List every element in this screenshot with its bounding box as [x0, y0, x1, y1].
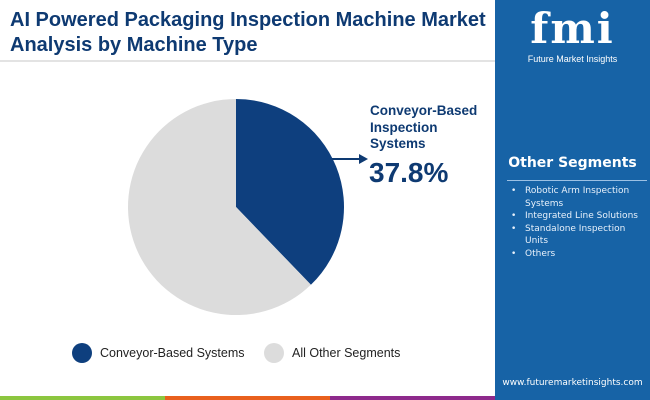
- stripe-green: [0, 396, 165, 400]
- legend-swatch: [72, 343, 92, 363]
- legend-label: All Other Segments: [292, 346, 401, 360]
- logo-mark: fmi: [530, 4, 615, 53]
- sidebar: fmi Future Market Insights Other Segment…: [495, 0, 650, 396]
- other-segments-title: Other Segments: [508, 155, 637, 171]
- divider: [507, 180, 647, 181]
- callout-label: Conveyor-Based Inspection Systems: [370, 103, 478, 151]
- fmi-logo: fmi Future Market Insights: [495, 4, 650, 74]
- pie-slice-1: [128, 99, 311, 315]
- other-segments-list: Robotic Arm Inspection Systems Integrate…: [511, 185, 646, 260]
- legend-swatch: [264, 343, 284, 363]
- list-item: Others: [511, 248, 646, 261]
- callout-arrow-icon: [359, 154, 368, 164]
- website-url[interactable]: www.futuremarketinsights.com: [502, 378, 643, 388]
- stripe-purple: [330, 396, 495, 400]
- list-item: Robotic Arm Inspection Systems: [511, 185, 646, 210]
- stripe-orange: [165, 396, 330, 400]
- pie-slice-0: [236, 99, 345, 285]
- pie-chart: [128, 99, 368, 315]
- list-item: Integrated Line Solutions: [511, 210, 646, 223]
- stripe-blue: [495, 396, 650, 400]
- page-title: AI Powered Packaging Inspection Machine …: [10, 9, 486, 56]
- legend-item-conveyor: Conveyor-Based Systems: [72, 343, 245, 363]
- legend-item-other: All Other Segments: [264, 343, 400, 363]
- list-item: Standalone Inspection Units: [511, 223, 646, 248]
- callout-value: 37.8%: [369, 157, 449, 188]
- logo-subtitle: Future Market Insights: [527, 54, 618, 64]
- legend-label: Conveyor-Based Systems: [100, 346, 245, 360]
- divider: [0, 60, 495, 62]
